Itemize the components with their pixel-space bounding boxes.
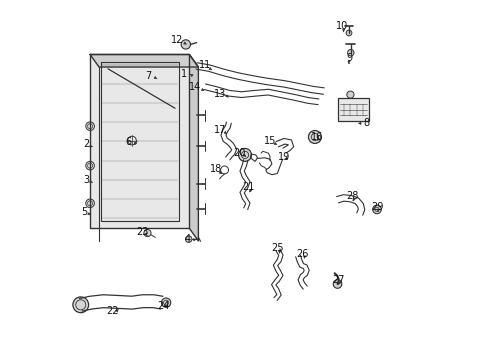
Text: 9: 9 [346, 53, 352, 63]
Text: 25: 25 [271, 243, 284, 253]
Text: 2: 2 [83, 139, 90, 149]
Text: 5: 5 [81, 207, 88, 217]
Text: 16: 16 [311, 132, 323, 142]
Circle shape [309, 131, 321, 143]
Circle shape [333, 280, 342, 288]
Text: 7: 7 [145, 71, 151, 81]
Polygon shape [90, 54, 198, 67]
Text: 12: 12 [171, 35, 183, 45]
Circle shape [346, 30, 352, 36]
Text: 24: 24 [157, 301, 170, 311]
Text: 10: 10 [336, 21, 348, 31]
Circle shape [347, 49, 354, 56]
Text: 27: 27 [332, 275, 344, 285]
Circle shape [181, 40, 191, 49]
Text: 17: 17 [214, 125, 226, 135]
Text: 26: 26 [296, 248, 309, 258]
Text: 6: 6 [125, 138, 131, 147]
Text: 4: 4 [185, 234, 191, 244]
Text: 14: 14 [189, 82, 201, 92]
Circle shape [373, 205, 381, 214]
Text: 1: 1 [181, 69, 187, 79]
Circle shape [73, 297, 89, 313]
Text: 3: 3 [83, 175, 90, 185]
Circle shape [239, 148, 251, 161]
Text: 20: 20 [233, 148, 246, 158]
Text: 21: 21 [243, 182, 255, 192]
Polygon shape [338, 98, 368, 121]
Circle shape [86, 161, 95, 170]
Polygon shape [190, 54, 198, 241]
Polygon shape [90, 54, 190, 228]
Text: 28: 28 [346, 191, 359, 201]
Text: 23: 23 [137, 227, 149, 237]
Circle shape [161, 298, 171, 307]
Circle shape [86, 122, 95, 131]
Text: 29: 29 [371, 202, 384, 212]
Circle shape [86, 199, 95, 208]
Text: 15: 15 [264, 136, 276, 145]
Circle shape [186, 236, 192, 242]
Circle shape [347, 91, 354, 98]
Text: 8: 8 [364, 118, 370, 128]
Text: 19: 19 [278, 152, 291, 162]
Text: 18: 18 [210, 164, 222, 174]
Circle shape [144, 229, 151, 237]
Text: 13: 13 [214, 89, 226, 99]
Text: 22: 22 [106, 306, 119, 316]
Text: 11: 11 [199, 60, 212, 70]
